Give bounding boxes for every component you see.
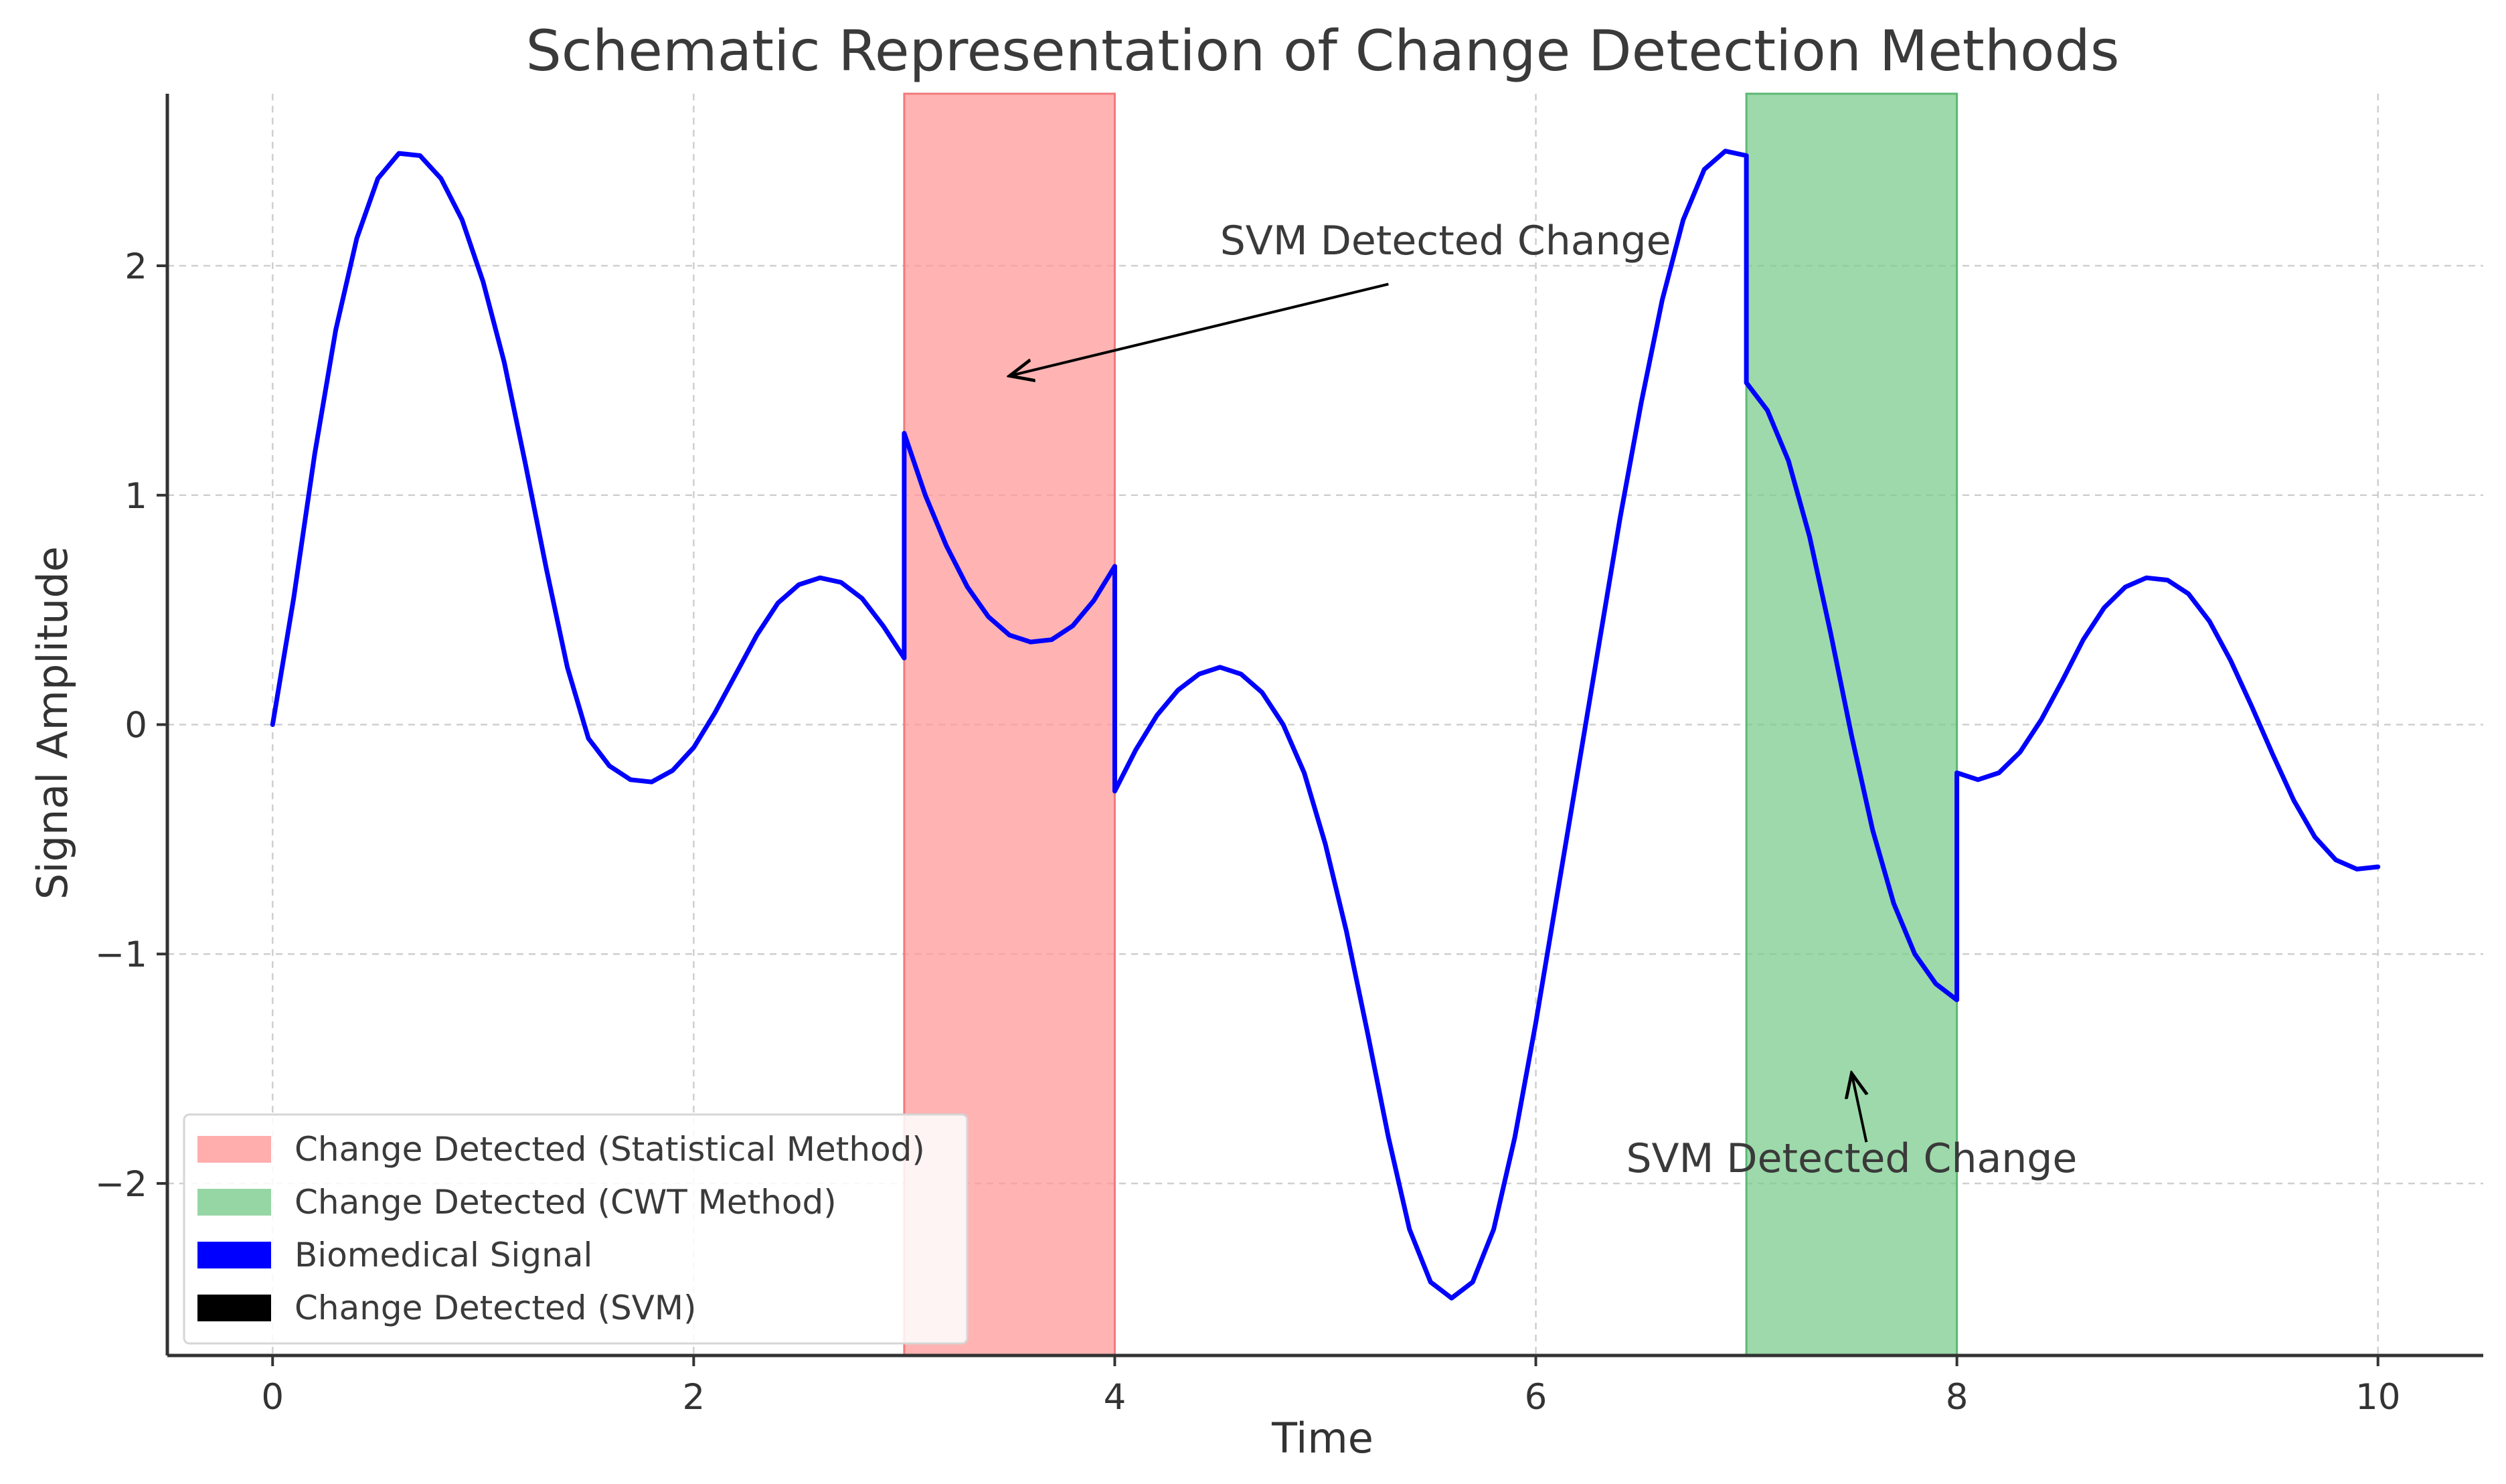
legend-label-3: Biomedical Signal bbox=[295, 1236, 592, 1274]
legend-label-2: Change Detected (CWT Method) bbox=[295, 1183, 837, 1222]
chart-title: Schematic Representation of Change Detec… bbox=[525, 18, 2119, 84]
annotation-text-2: SVM Detected Change bbox=[1626, 1135, 2077, 1182]
legend-label-4: Change Detected (SVM) bbox=[295, 1289, 697, 1327]
y-tick-label--1: −1 bbox=[95, 934, 147, 975]
signal-series bbox=[270, 149, 2381, 1301]
legend-label-1: Change Detected (Statistical Method) bbox=[295, 1130, 925, 1169]
legend-swatch-2 bbox=[197, 1189, 271, 1216]
legend-swatch-3 bbox=[197, 1242, 271, 1268]
y-tick-label-2: 2 bbox=[124, 246, 147, 287]
x-tick-label-4: 4 bbox=[1104, 1377, 1126, 1418]
x-axis-label: Time bbox=[1271, 1414, 1373, 1463]
y-tick-label-1: 1 bbox=[124, 476, 147, 517]
legend-box bbox=[183, 1113, 969, 1345]
y-axis-label: Signal Amplitude bbox=[28, 546, 77, 900]
detection-spans bbox=[903, 92, 1958, 1357]
y-tick-label-0: 0 bbox=[124, 706, 147, 746]
x-tick-label-0: 0 bbox=[261, 1377, 284, 1418]
legend-swatch-4 bbox=[197, 1295, 271, 1321]
x-tick-label-8: 8 bbox=[1946, 1377, 1969, 1418]
annotations: SVM Detected Change SVM Detected Change bbox=[1009, 218, 2077, 1182]
annotation-arrow-1 bbox=[1009, 282, 1389, 376]
series-line-1 bbox=[270, 149, 2381, 1301]
axis-ticks: 0 2 4 6 8 10 −2 −1 0 1 2 bbox=[95, 246, 2401, 1418]
annotation-arrow-2 bbox=[1851, 1073, 1866, 1143]
annotation-text-1: SVM Detected Change bbox=[1220, 218, 1671, 264]
legend-swatch-1 bbox=[197, 1136, 271, 1163]
x-tick-label-2: 2 bbox=[682, 1377, 705, 1418]
legend: Change Detected (Statistical Method) Chan… bbox=[183, 1113, 969, 1345]
x-tick-label-10: 10 bbox=[2355, 1377, 2400, 1418]
x-tick-label-6: 6 bbox=[1525, 1377, 1548, 1418]
y-tick-label--2: −2 bbox=[95, 1164, 147, 1205]
